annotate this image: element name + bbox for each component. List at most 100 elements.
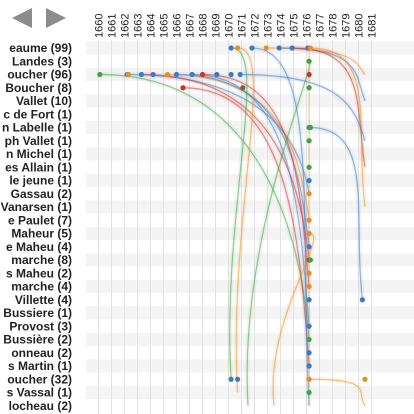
event-point[interactable]	[307, 257, 313, 263]
year-tick-label: 1666	[172, 14, 184, 38]
row-label[interactable]: ph Vallet (1)	[5, 134, 72, 148]
event-point[interactable]	[240, 85, 246, 91]
event-point[interactable]	[306, 58, 312, 64]
event-point[interactable]	[276, 45, 282, 51]
event-point[interactable]	[228, 71, 234, 78]
event-point[interactable]	[97, 71, 103, 78]
year-tick-label: 1661	[107, 14, 119, 38]
event-point[interactable]	[228, 45, 234, 51]
event-point[interactable]	[306, 230, 312, 237]
event-point[interactable]	[180, 85, 186, 91]
row-label[interactable]: locheau (2)	[9, 399, 72, 413]
event-point[interactable]	[263, 45, 269, 51]
row-label[interactable]: n Michel (1)	[6, 147, 72, 161]
event-points	[97, 45, 368, 396]
year-tick-label: 1668	[198, 14, 210, 38]
event-point[interactable]	[235, 45, 241, 51]
year-tick-label: 1673	[263, 14, 275, 38]
row-label[interactable]: es Allain (1)	[5, 160, 72, 174]
event-point[interactable]	[150, 71, 156, 78]
row-band	[86, 253, 414, 267]
event-point[interactable]	[306, 164, 312, 170]
event-point[interactable]	[306, 323, 312, 329]
event-point[interactable]	[306, 283, 312, 290]
event-point[interactable]	[228, 376, 234, 382]
event-point[interactable]	[306, 389, 312, 396]
event-point[interactable]	[306, 376, 312, 382]
event-point[interactable]	[214, 71, 220, 78]
connection-band	[141, 72, 312, 261]
connection-curve	[240, 73, 366, 141]
event-point[interactable]	[306, 138, 312, 144]
row-label[interactable]: n Labelle (1)	[2, 121, 72, 135]
event-point[interactable]	[307, 45, 313, 51]
row-label[interactable]: s Maheu (2)	[6, 266, 72, 280]
next-button[interactable]	[42, 4, 70, 32]
event-point[interactable]	[237, 71, 243, 78]
event-point[interactable]	[125, 71, 131, 78]
event-point[interactable]	[306, 217, 312, 223]
row-label[interactable]: Vanarsen (1)	[1, 200, 72, 214]
row-band	[86, 279, 414, 294]
row-label[interactable]: Boucher (8)	[5, 81, 72, 95]
event-point[interactable]	[306, 244, 312, 250]
event-point[interactable]	[164, 71, 170, 78]
row-band	[86, 213, 414, 227]
row-band	[86, 359, 414, 373]
connection-band	[309, 376, 368, 408]
event-point[interactable]	[307, 124, 313, 131]
row-label[interactable]: oucher (32)	[7, 372, 72, 386]
event-point[interactable]	[249, 45, 255, 51]
row-label[interactable]: Vallet (10)	[16, 94, 72, 108]
year-tick-label: 1676	[302, 14, 314, 38]
event-point[interactable]	[199, 71, 206, 78]
row-label[interactable]: e Maheu (4)	[6, 240, 72, 254]
connection-curve	[246, 60, 311, 406]
row-label[interactable]: s Martin (1)	[8, 359, 72, 373]
event-point[interactable]	[306, 297, 312, 303]
event-point[interactable]	[235, 376, 241, 382]
row-label[interactable]: Landes (3)	[12, 54, 72, 68]
connection-band	[310, 45, 368, 208]
row-label[interactable]: le jeune (1)	[9, 174, 72, 188]
connection-curve	[141, 73, 310, 261]
year-tick-label: 1680	[354, 14, 366, 38]
row-label[interactable]: marche (4)	[11, 280, 72, 294]
year-tick-label: 1678	[328, 14, 340, 38]
row-label[interactable]: s Vassal (1)	[7, 386, 72, 400]
row-label[interactable]: onneau (2)	[11, 346, 72, 360]
event-point[interactable]	[189, 71, 195, 78]
row-label[interactable]: marche (8)	[11, 253, 72, 267]
row-label[interactable]: e Paulet (7)	[8, 213, 72, 227]
row-label[interactable]: Bussière (2)	[3, 333, 72, 347]
event-point[interactable]	[362, 376, 368, 382]
prev-button[interactable]	[8, 4, 36, 32]
event-point[interactable]	[306, 85, 312, 91]
connection-curve	[182, 87, 310, 367]
row-label[interactable]: Maheur (5)	[11, 227, 72, 241]
event-point[interactable]	[306, 336, 312, 343]
event-point[interactable]	[306, 191, 312, 197]
event-point[interactable]	[306, 350, 312, 356]
event-point[interactable]	[359, 297, 365, 303]
event-point[interactable]	[289, 45, 295, 51]
row-label[interactable]: Bussiere (1)	[3, 306, 72, 320]
year-tick-label: 1671	[237, 14, 249, 38]
event-point[interactable]	[173, 71, 180, 78]
row-label[interactable]: c de Fort (1)	[3, 107, 72, 121]
event-point[interactable]	[138, 71, 144, 78]
event-point[interactable]	[306, 177, 312, 184]
row-label[interactable]: Villette (4)	[15, 293, 72, 307]
event-point[interactable]	[306, 71, 312, 78]
year-tick-label: 1664	[146, 14, 158, 38]
year-tick-label: 1663	[133, 14, 145, 38]
row-label[interactable]: eaume (99)	[9, 41, 72, 55]
event-point[interactable]	[306, 270, 312, 276]
year-axis: 1660 1661 1662 1663 1664 1665 1666 1667 1668 1669…	[94, 14, 379, 38]
event-point[interactable]	[306, 363, 312, 369]
row-label[interactable]: Gassau (2)	[11, 187, 72, 201]
row-labels: eaume (99) Landes (3)oucher (96) Boucher…	[1, 41, 72, 413]
row-label[interactable]: Provost (3)	[9, 319, 72, 333]
row-label[interactable]: oucher (96)	[7, 68, 72, 82]
